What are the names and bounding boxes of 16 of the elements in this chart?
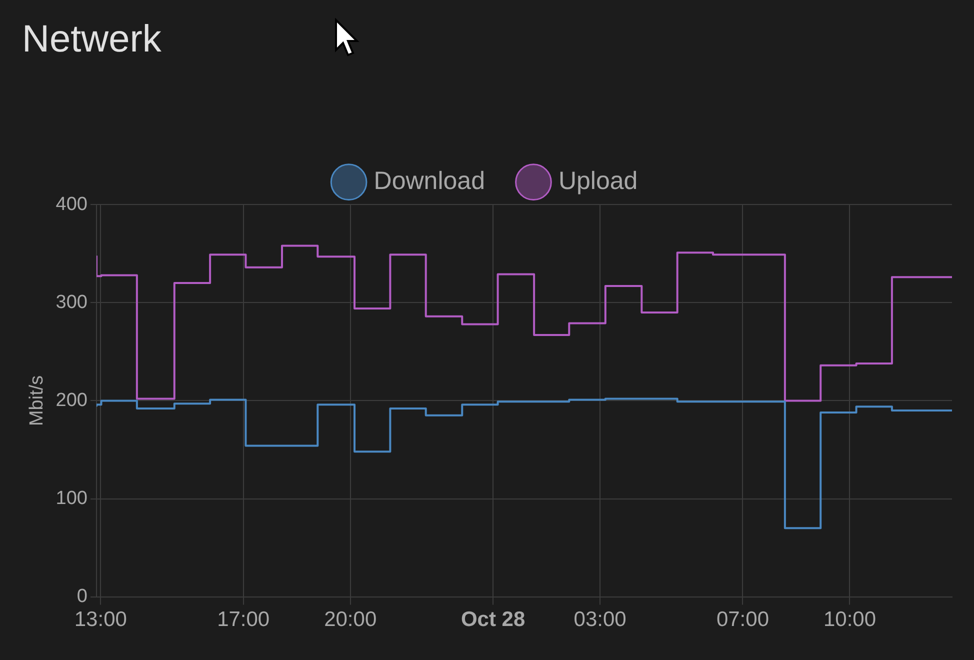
x-tick-label: 13:00 xyxy=(74,608,127,632)
y-tick-label: 400 xyxy=(56,194,88,215)
x-tick-label: 03:00 xyxy=(574,608,626,632)
y-axis-title: Mbit/s xyxy=(26,375,48,426)
chart-title: Netwerk xyxy=(22,18,162,60)
x-tick-label: 17:00 xyxy=(217,608,270,632)
x-tick-label: 20:00 xyxy=(324,608,377,632)
legend-label: Upload xyxy=(558,166,638,195)
x-tick-label: 07:00 xyxy=(716,608,770,632)
x-tick-label: 10:00 xyxy=(823,608,876,632)
y-tick-label: 300 xyxy=(56,292,88,313)
y-tick-label: 200 xyxy=(56,390,88,411)
legend-label: Download xyxy=(374,166,485,195)
y-tick-label: 0 xyxy=(76,586,88,608)
y-tick-label: 100 xyxy=(56,488,88,509)
x-tick-label: Oct 28 xyxy=(460,608,526,632)
